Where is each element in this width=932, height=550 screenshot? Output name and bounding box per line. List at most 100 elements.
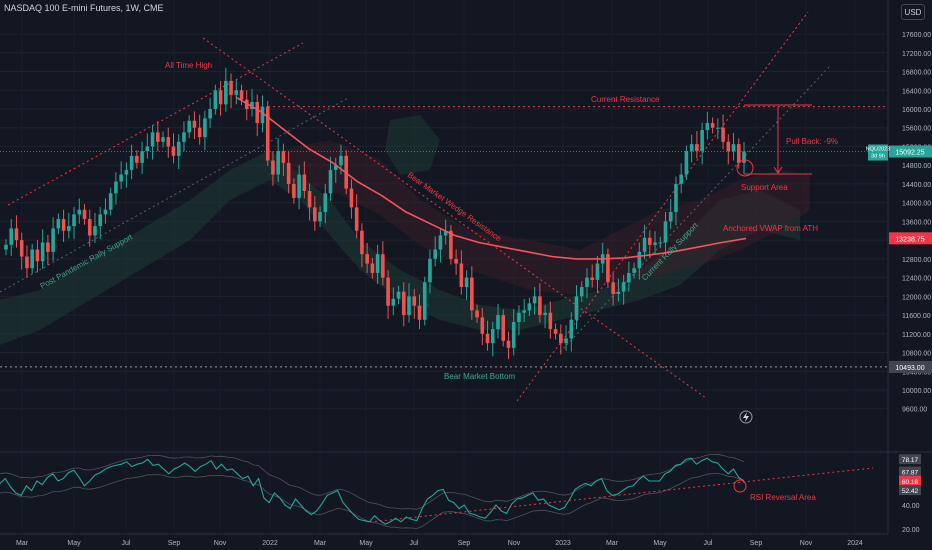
- x-tick-label: May: [67, 540, 81, 547]
- rally-channel-upper-line: [516, 11, 809, 402]
- candle-body: [349, 188, 354, 208]
- candle-body: [511, 322, 516, 348]
- y-tick-label: 14000.00: [902, 201, 931, 208]
- rsi-tick-label: 20.00: [902, 527, 920, 534]
- currency-button[interactable]: USD: [901, 4, 925, 20]
- candle-body: [496, 315, 500, 330]
- candle-body: [522, 310, 526, 313]
- rsi-tag: [899, 485, 921, 496]
- candle-body: [192, 120, 197, 128]
- candle-body: [538, 296, 542, 316]
- candle-body: [161, 137, 165, 142]
- candle-body: [726, 141, 731, 152]
- rsi-tag-label: 67.87: [902, 470, 919, 477]
- price-tag-label: 13238.75: [895, 236, 924, 243]
- candle-body: [250, 101, 254, 109]
- candle-body: [40, 242, 45, 262]
- candle-body: [365, 254, 369, 264]
- candle-body: [370, 263, 375, 273]
- rsi-tick-label: 40.00: [902, 503, 920, 510]
- annotation-bear-bottom: Bear Market Bottom: [444, 372, 515, 381]
- price-axis[interactable]: 9600.0010000.0010400.0010800.0011200.001…: [866, 0, 932, 534]
- candle-body: [417, 305, 422, 320]
- annotation-current-resistance: Current Resistance: [591, 95, 660, 104]
- countdown-label: 3d 9h: [871, 154, 885, 160]
- candle-body: [72, 214, 76, 227]
- candle-body: [684, 151, 689, 175]
- candle-body: [454, 258, 458, 264]
- rsi-tag-label: 60.18: [902, 479, 919, 486]
- candle-body: [292, 183, 296, 198]
- candle-body: [679, 174, 683, 184]
- candle-body: [470, 277, 474, 311]
- x-tick-label: Jul: [704, 540, 713, 547]
- annotation-rsi-reversal: RSI Reversal Area: [750, 493, 816, 502]
- candle-body: [25, 256, 29, 269]
- y-tick-label: 12000.00: [902, 294, 931, 301]
- candle-body: [475, 310, 479, 318]
- candle-body: [449, 230, 453, 259]
- candle-body: [208, 109, 212, 119]
- candle-body: [234, 90, 239, 95]
- current-rally-support-line: [559, 65, 831, 353]
- candle-body: [574, 296, 579, 320]
- rsi-series: [0, 457, 745, 525]
- candle-body: [67, 226, 71, 231]
- candle-body: [464, 277, 469, 287]
- x-tick-label: 2022: [262, 540, 278, 547]
- candle-body: [354, 207, 359, 231]
- candle-body: [386, 277, 390, 306]
- trendlines: [0, 11, 888, 402]
- candle-body: [318, 212, 322, 222]
- candle-body: [297, 174, 301, 198]
- candle-body: [642, 237, 647, 252]
- candle-body: [438, 235, 443, 250]
- candle-body: [218, 90, 223, 105]
- candle-body: [647, 237, 652, 245]
- candle-body: [422, 282, 427, 320]
- lightning-icon[interactable]: [739, 410, 753, 424]
- price-tag-label: 10493.00: [895, 365, 924, 372]
- candle-body: [135, 155, 139, 163]
- candle-body: [721, 127, 725, 142]
- candle-body: [77, 209, 82, 215]
- candle-body: [716, 127, 720, 129]
- candle-body: [532, 296, 537, 304]
- candle-body: [480, 317, 485, 334]
- candle-body: [637, 251, 642, 269]
- candle-body: [658, 242, 663, 244]
- candle-body: [197, 127, 202, 138]
- rsi-trendline: [369, 467, 874, 523]
- ath-channel-line: [7, 42, 304, 206]
- candle-body: [695, 144, 699, 152]
- candle-body: [579, 286, 584, 297]
- y-tick-label: 9600.00: [902, 407, 927, 414]
- candle-body: [742, 151, 746, 163]
- rsi-pane: RSI Reversal Area 20.00 40.00 78.17 67.87 6…: [0, 453, 921, 534]
- x-tick-label: Mar: [16, 540, 29, 547]
- candle-body: [501, 315, 506, 341]
- candle-body: [302, 174, 307, 191]
- price-tag: [889, 232, 932, 245]
- time-axis[interactable]: Mar May Jul Sep Nov 2022 Mar May Jul Sep Nov 2023 Ma…: [0, 533, 888, 547]
- candle-body: [443, 230, 448, 236]
- candle-body: [176, 141, 181, 156]
- candle-body: [433, 249, 437, 259]
- cloud-overlay: [0, 115, 810, 345]
- candle-body: [224, 80, 228, 105]
- candle-body: [255, 101, 260, 124]
- candle-body: [124, 169, 129, 175]
- candle-body: [19, 240, 24, 257]
- candle-body: [103, 209, 108, 215]
- price-tag-label: 15092.25: [895, 150, 924, 157]
- y-tick-label: 15600.00: [902, 126, 931, 133]
- candle-body: [611, 282, 615, 294]
- rsi-reversal-circle: [733, 479, 747, 493]
- candle-body: [564, 338, 568, 344]
- price-tag: [889, 145, 932, 158]
- grid: [0, 33, 888, 410]
- candle-body: [46, 242, 50, 252]
- x-tick-label: Nov: [508, 540, 521, 547]
- y-tick-label: 16800.00: [902, 70, 931, 77]
